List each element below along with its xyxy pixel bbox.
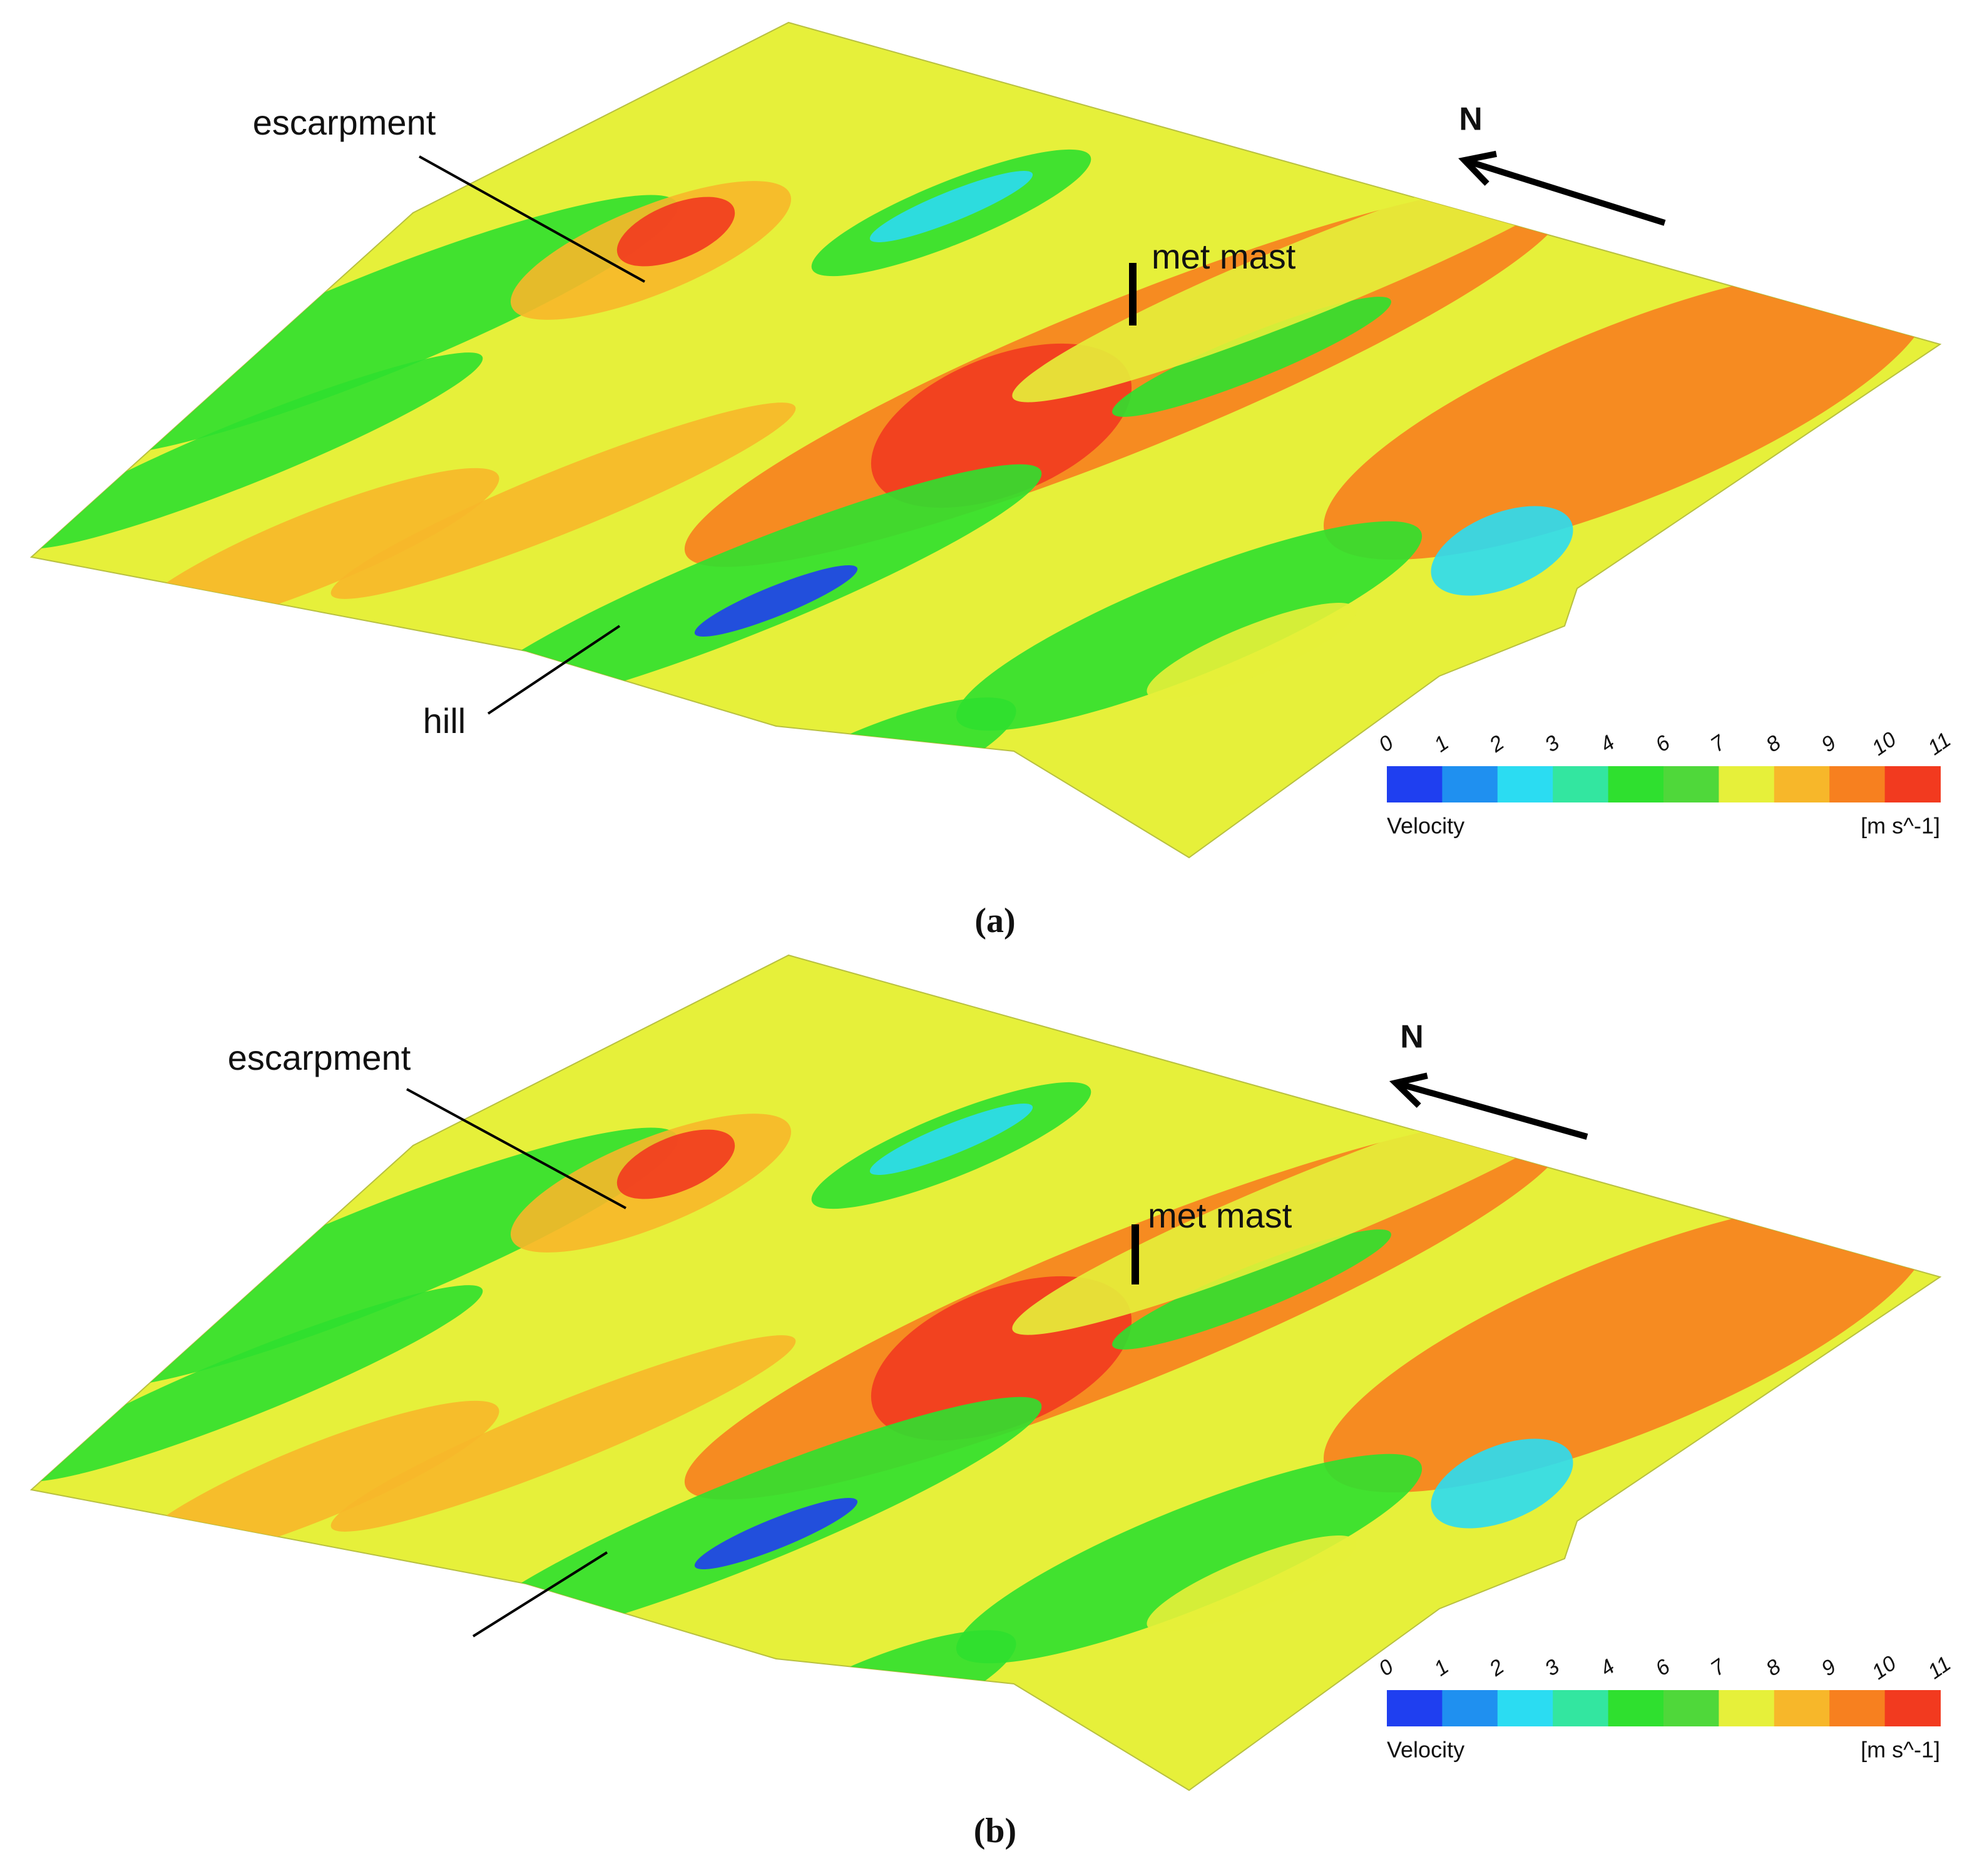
colorbar-label: Velocity	[1387, 813, 1464, 839]
colorbar-swatch	[1829, 766, 1886, 802]
terrain-bands	[31, 148, 1931, 830]
colorbar-tick-label: 6	[1651, 1654, 1674, 1681]
hill-pointer	[487, 625, 621, 715]
hill-pointer	[472, 1551, 608, 1638]
colorbar-swatch	[1497, 1690, 1554, 1726]
colorbar-tick-label: 7	[1707, 730, 1730, 757]
colorbar-tick-label: 11	[1923, 728, 1955, 760]
colorbar-swatch	[1829, 1690, 1886, 1726]
velocity-band	[31, 1285, 483, 1482]
velocity-band	[31, 352, 483, 549]
velocity-band	[1324, 266, 1931, 560]
escarpment-pointer	[406, 1088, 626, 1209]
colorbar-swatch	[1774, 1690, 1831, 1726]
colorbar-tick-label: 8	[1762, 1654, 1785, 1681]
panel-caption: (b)	[974, 1812, 1016, 1850]
colorbar-tick-label: 1	[1430, 730, 1453, 757]
met-mast-label: met mast	[1152, 237, 1296, 276]
velocity-band	[1012, 1081, 1617, 1335]
colorbar-swatch	[1387, 766, 1443, 802]
velocity-band	[330, 1335, 796, 1532]
hill-label: hill	[423, 701, 466, 741]
colorbar-tick-label: 4	[1596, 730, 1619, 757]
colorbar-swatch	[1719, 766, 1775, 802]
escarpment-pointer	[419, 155, 645, 283]
colorbar-unit: [m s^-1]	[1861, 1737, 1940, 1763]
colorbar-tick-label: 3	[1540, 730, 1563, 757]
escarpment-label: escarpment	[228, 1038, 411, 1077]
colorbar-tick-label: 2	[1484, 1654, 1508, 1681]
colorbar-tick-label: 3	[1540, 1654, 1563, 1681]
colorbar-tick-label: 0	[1374, 1654, 1397, 1681]
colorbar-swatch	[1553, 766, 1609, 802]
colorbar-tick-label: 7	[1707, 1654, 1730, 1681]
north-arrow	[1463, 157, 1666, 226]
colorbar-tick-label: 1	[1430, 1654, 1453, 1681]
colorbar-unit: [m s^-1]	[1861, 813, 1940, 839]
velocity-band	[126, 1400, 499, 1567]
colorbar-swatch	[1553, 1690, 1609, 1726]
colorbar-tick-label: 2	[1484, 730, 1508, 757]
colorbar-label: Velocity	[1387, 1737, 1464, 1763]
velocity-band	[330, 402, 796, 599]
met-mast-label: met mast	[1148, 1196, 1292, 1235]
velocity-band	[126, 468, 499, 634]
velocity-band	[1431, 506, 1573, 596]
panel-caption: (a)	[974, 901, 1015, 940]
panel: escarpment met mast N 0 1 2 3 4 6 7 8 9 10 11 Velocity…	[29, 954, 1955, 1850]
velocity-band	[460, 464, 1042, 713]
colorbar-tick-label: 4	[1596, 1654, 1619, 1681]
colorbar-tick-label: 10	[1867, 1651, 1901, 1684]
north-label: N	[1459, 101, 1483, 138]
north-arrow	[1394, 1080, 1588, 1140]
velocity-band	[1112, 297, 1391, 417]
north-label: N	[1400, 1019, 1424, 1055]
escarpment-label: escarpment	[253, 103, 436, 142]
velocity-band	[1147, 1535, 1357, 1632]
velocity-band	[956, 521, 1423, 731]
colorbar-swatch	[1442, 766, 1498, 802]
colorbar-swatch	[1884, 766, 1941, 802]
colorbar-swatch	[1663, 766, 1720, 802]
colorbar-swatch	[1442, 1690, 1498, 1726]
colorbar-swatch	[1608, 766, 1664, 802]
colorbar-tick-label: 10	[1867, 727, 1901, 761]
velocity-band	[460, 1397, 1042, 1646]
colorbar-tick-label: 0	[1374, 730, 1397, 757]
colorbar-swatch	[1497, 766, 1554, 802]
velocity-band	[956, 1453, 1423, 1664]
colorbar-swatch	[1387, 1690, 1443, 1726]
colorbar-tick-label: 9	[1817, 1654, 1840, 1681]
colorbar-tick-label: 9	[1817, 730, 1840, 757]
north-arrow-head	[1458, 150, 1497, 186]
colorbar-tick-label: 6	[1651, 730, 1674, 757]
velocity-band	[1012, 148, 1617, 402]
velocity-band	[869, 1104, 1033, 1175]
velocity-band	[1112, 1229, 1391, 1350]
velocity-band	[616, 197, 735, 267]
colorbar-swatch	[1884, 1690, 1941, 1726]
colorbar-swatch	[1719, 1690, 1775, 1726]
velocity-band	[73, 1127, 678, 1389]
colorbar-swatch	[1663, 1690, 1720, 1726]
velocity-band	[1324, 1199, 1931, 1493]
colorbar-tick-label: 8	[1762, 730, 1785, 757]
colorbar-swatch	[1774, 766, 1831, 802]
colorbar-swatch	[1608, 1690, 1664, 1726]
velocity-band	[694, 565, 858, 637]
velocity-band	[73, 195, 678, 456]
velocity-band	[1147, 603, 1357, 699]
colorbar-tick-label: 11	[1923, 1652, 1955, 1684]
velocity-band	[616, 1129, 735, 1199]
north-arrow-head	[1389, 1072, 1428, 1108]
velocity-band	[694, 1498, 858, 1569]
velocity-band	[869, 171, 1033, 242]
velocity-band	[1431, 1438, 1573, 1529]
